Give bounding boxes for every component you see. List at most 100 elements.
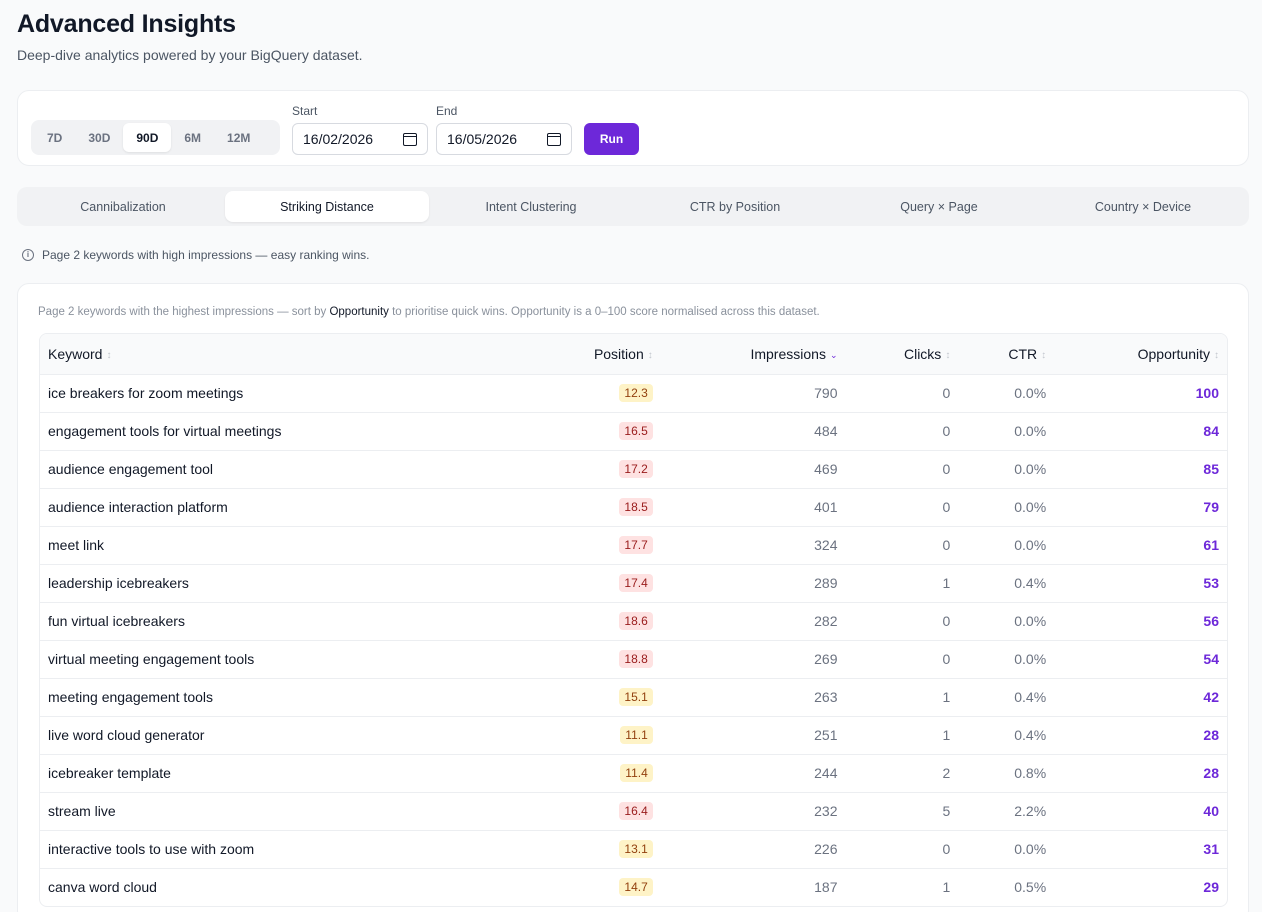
- tab-country-device[interactable]: Country × Device: [1094, 199, 1192, 214]
- cell-opportunity: 53: [1203, 575, 1219, 591]
- position-badge: 16.4: [619, 802, 653, 820]
- cell-position: 18.8: [435, 640, 661, 678]
- cell-clicks: 0: [942, 651, 951, 667]
- page-title: Advanced Insights: [17, 10, 236, 38]
- cell-ctr: 0.0%: [1014, 613, 1047, 629]
- cell-opportunity: 28: [1203, 765, 1219, 781]
- cell-clicks: 0: [942, 461, 951, 477]
- sort-icon: ↕: [647, 349, 653, 361]
- start-date-value: 16/02/2026: [303, 131, 374, 147]
- cell-position: 15.1: [435, 678, 661, 716]
- table-row[interactable]: canva word cloud 14.7 187 1 0.5% 29: [40, 868, 1227, 906]
- tab-intent-clustering[interactable]: Intent Clustering: [485, 199, 577, 214]
- cell-ctr: 0.4%: [1014, 575, 1047, 591]
- table-row[interactable]: audience interaction platform 18.5 401 0 0.0…: [40, 488, 1227, 526]
- run-button[interactable]: Run: [584, 123, 639, 155]
- calendar-icon[interactable]: [547, 132, 561, 146]
- column-label: Impressions: [750, 345, 826, 362]
- cell-impressions: 282: [814, 613, 838, 629]
- start-date-input[interactable]: 16/02/2026: [292, 123, 428, 155]
- table-row[interactable]: interactive tools to use with zoom 13.1 22…: [40, 830, 1227, 868]
- cell-opportunity: 42: [1203, 689, 1219, 705]
- cell-impressions: 484: [814, 423, 838, 439]
- cell-position: 11.4: [435, 754, 661, 792]
- range-selector: 7D 30D 90D 6M 12M: [31, 120, 280, 155]
- position-badge: 18.6: [619, 612, 653, 630]
- range-button-30d[interactable]: 30D: [88, 130, 111, 145]
- cell-clicks: 5: [942, 803, 951, 819]
- table-row[interactable]: ice breakers for zoom meetings 12.3 790 0 0.…: [40, 374, 1227, 412]
- tab-query-page[interactable]: Query × Page: [900, 199, 978, 214]
- column-header-impressions[interactable]: Impressions ⌄: [661, 334, 846, 374]
- end-date-input[interactable]: 16/05/2026: [436, 123, 572, 155]
- tab-cannibalization[interactable]: Cannibalization: [80, 199, 166, 214]
- column-header-ctr[interactable]: CTR ↕: [958, 334, 1054, 374]
- sort-icon: ↕: [106, 349, 112, 361]
- cell-keyword: ice breakers for zoom meetings: [48, 385, 244, 401]
- range-button-12m[interactable]: 12M: [227, 130, 251, 145]
- position-badge: 11.1: [620, 726, 653, 744]
- cell-keyword: meet link: [48, 537, 105, 553]
- cell-impressions: 790: [814, 385, 838, 401]
- column-header-position[interactable]: Position ↕: [435, 334, 661, 374]
- cell-ctr: 0.0%: [1014, 461, 1047, 477]
- table-row[interactable]: meet link 17.7 324 0 0.0% 61: [40, 526, 1227, 564]
- cell-position: 13.1: [435, 830, 661, 868]
- cell-opportunity: 79: [1203, 499, 1219, 515]
- cell-ctr: 2.2%: [1014, 803, 1047, 819]
- cell-keyword: engagement tools for virtual meetings: [48, 423, 282, 439]
- cell-keyword: icebreaker template: [48, 765, 171, 781]
- cell-impressions: 263: [814, 689, 838, 705]
- table-row[interactable]: engagement tools for virtual meetings 16.…: [40, 412, 1227, 450]
- tab-striking-distance[interactable]: Striking Distance: [225, 191, 429, 222]
- range-button-6m[interactable]: 6M: [184, 130, 202, 145]
- cell-clicks: 1: [942, 689, 951, 705]
- column-header-clicks[interactable]: Clicks ↕: [845, 334, 958, 374]
- cell-opportunity: 29: [1203, 879, 1219, 896]
- cell-opportunity: 31: [1203, 841, 1219, 857]
- tab-ctr-by-position[interactable]: CTR by Position: [689, 199, 781, 214]
- sort-icon: ↕: [1041, 349, 1047, 361]
- position-badge: 17.2: [619, 460, 653, 478]
- table-row[interactable]: live word cloud generator 11.1 251 1 0.4% 28: [40, 716, 1227, 754]
- position-badge: 18.8: [619, 650, 653, 668]
- table-row[interactable]: audience engagement tool 17.2 469 0 0.0% 85: [40, 450, 1227, 488]
- cell-position: 17.4: [435, 564, 661, 602]
- cell-keyword: leadership icebreakers: [48, 575, 189, 591]
- cell-opportunity: 61: [1203, 537, 1219, 553]
- cell-clicks: 0: [942, 423, 951, 439]
- table-row[interactable]: leadership icebreakers 17.4 289 1 0.4% 53: [40, 564, 1227, 602]
- position-badge: 13.1: [619, 840, 653, 858]
- cell-clicks: 2: [942, 765, 951, 781]
- range-button-90d[interactable]: 90D: [123, 123, 172, 152]
- column-header-keyword[interactable]: Keyword ↕: [40, 334, 435, 374]
- range-button-7d[interactable]: 7D: [47, 130, 63, 145]
- analysis-tabs: Cannibalization Striking Distance Intent…: [17, 187, 1249, 226]
- cell-keyword: fun virtual icebreakers: [48, 613, 185, 629]
- cell-impressions: 251: [814, 727, 838, 743]
- cell-position: 16.5: [435, 412, 661, 450]
- cell-opportunity: 40: [1203, 803, 1219, 819]
- position-badge: 18.5: [619, 498, 653, 516]
- table-row[interactable]: meeting engagement tools 15.1 263 1 0.4% 42: [40, 678, 1227, 716]
- table-row[interactable]: icebreaker template 11.4 244 2 0.8% 28: [40, 754, 1227, 792]
- cell-ctr: 0.0%: [1014, 537, 1047, 553]
- cell-position: 17.2: [435, 450, 661, 488]
- sort-desc-icon: ⌄: [829, 349, 838, 360]
- column-label: CTR: [1008, 345, 1038, 362]
- cell-impressions: 226: [814, 841, 838, 857]
- calendar-icon[interactable]: [403, 132, 417, 146]
- table-row[interactable]: stream live 16.4 232 5 2.2% 40: [40, 792, 1227, 830]
- description-emphasis: Opportunity: [329, 306, 389, 318]
- position-badge: 16.5: [619, 422, 653, 440]
- info-icon: i: [22, 249, 34, 261]
- cell-opportunity: 54: [1203, 651, 1219, 667]
- cell-ctr: 0.0%: [1014, 841, 1047, 857]
- table-row[interactable]: fun virtual icebreakers 18.6 282 0 0.0% 56: [40, 602, 1227, 640]
- column-header-opportunity[interactable]: Opportunity ↕: [1054, 334, 1227, 374]
- start-date-label: Start: [292, 104, 318, 118]
- table-row[interactable]: virtual meeting engagement tools 18.8 269 0…: [40, 640, 1227, 678]
- cell-position: 18.6: [435, 602, 661, 640]
- description-text: Page 2 keywords with the highest impress…: [38, 306, 330, 318]
- cell-ctr: 0.0%: [1014, 651, 1047, 667]
